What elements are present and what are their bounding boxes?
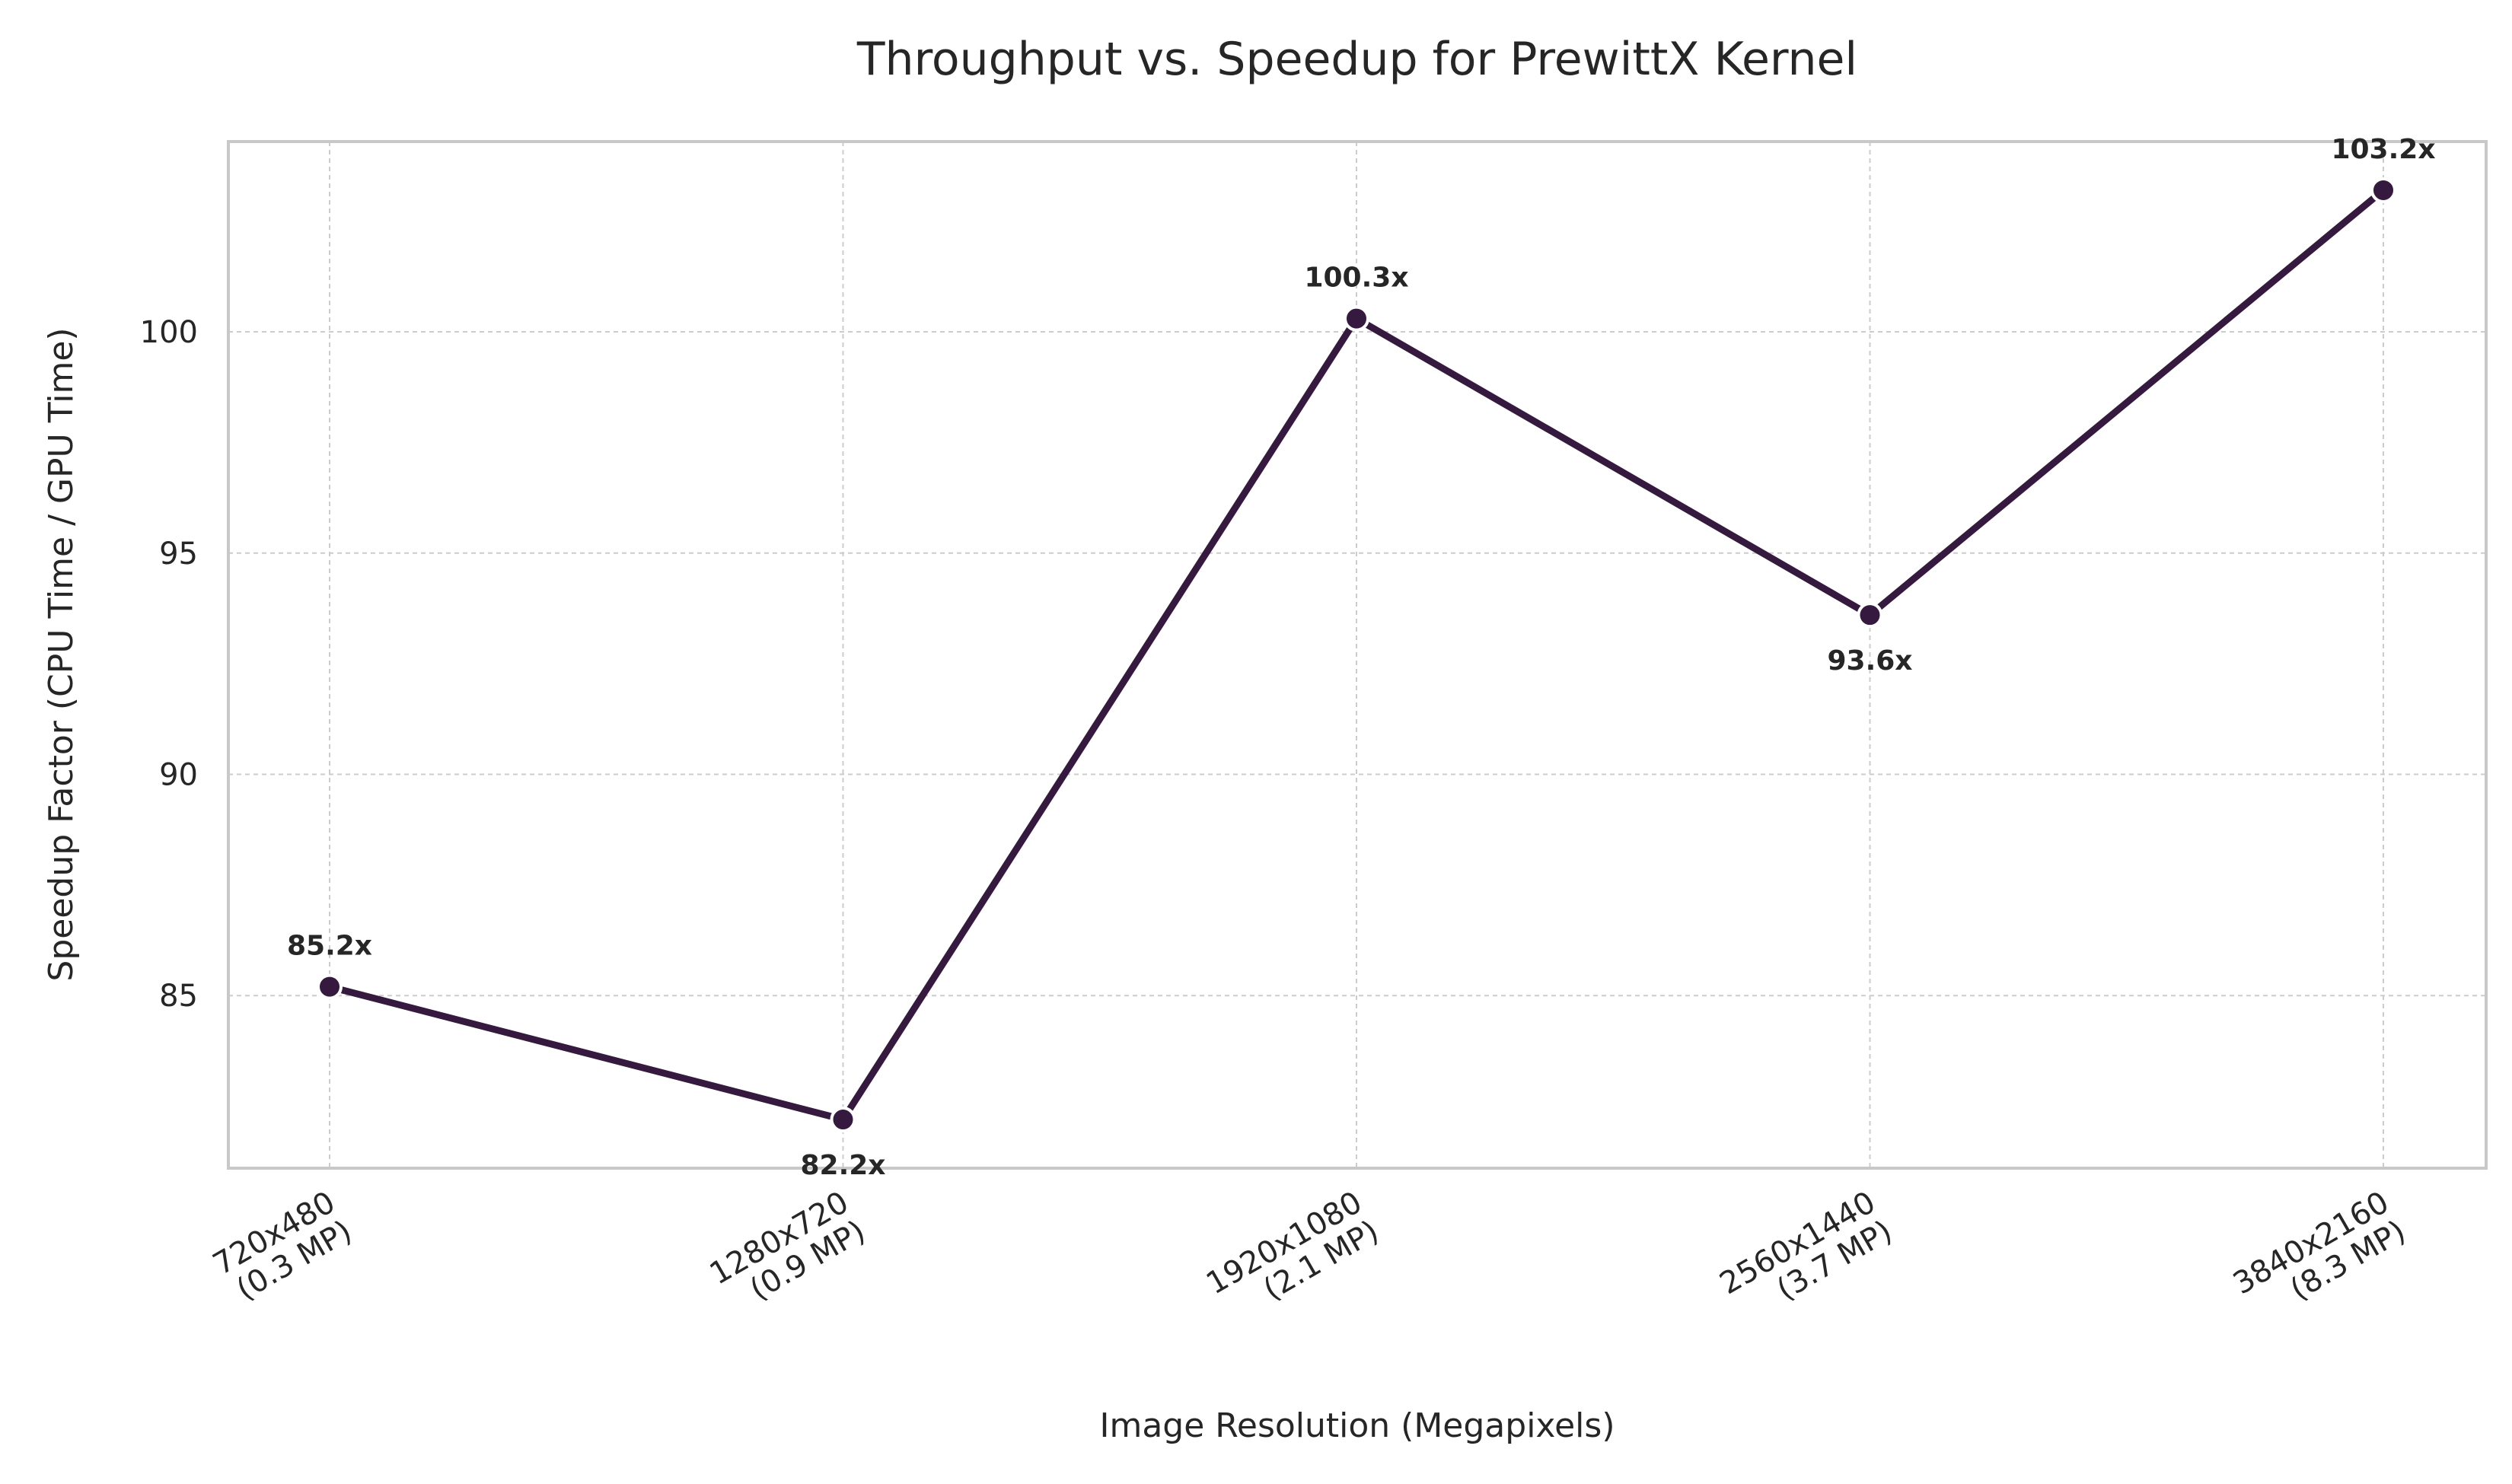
x-tick-label: 3840x2160(8.3 MP) — [2227, 1185, 2412, 1331]
data-label: 82.2x — [800, 1150, 885, 1181]
x-axis-label: Image Resolution (Megapixels) — [1100, 1406, 1615, 1445]
data-label: 93.6x — [1827, 645, 1912, 677]
y-axis-label: Speedup Factor (CPU Time / GPU Time) — [42, 327, 81, 981]
data-point — [2370, 177, 2396, 203]
data-point — [1344, 305, 1369, 332]
data-point — [1857, 602, 1883, 629]
x-tick-label: 720x480(0.3 MP) — [207, 1185, 358, 1311]
y-tick-label: 85 — [159, 979, 198, 1014]
x-tick-label: 1280x720(0.9 MP) — [704, 1185, 872, 1321]
y-tick-label: 100 — [140, 315, 198, 350]
y-tick-labels: 85 90 95 100 — [140, 315, 198, 1014]
x-tick-labels: 720x480(0.3 MP) 1280x720(0.9 MP) 1920x1080… — [207, 1185, 2412, 1331]
data-point — [317, 973, 343, 1000]
x-tick-label: 1920x1080(2.1 MP) — [1200, 1185, 1385, 1331]
grid — [228, 142, 2486, 1168]
plot-frame — [227, 140, 2488, 1170]
data-label: 103.2x — [2331, 134, 2435, 165]
y-tick-label: 95 — [159, 537, 198, 572]
x-tick-label: 2560x1440(3.7 MP) — [1714, 1185, 1898, 1331]
series-layer: 85.2x 82.2x 100.3x 93.6x 103.2x — [287, 134, 2436, 1181]
chart-title: Throughput vs. Speedup for PrewittX Kern… — [856, 33, 1857, 86]
y-tick-label: 90 — [159, 757, 198, 792]
data-label: 100.3x — [1304, 263, 1408, 294]
data-label: 85.2x — [287, 931, 372, 962]
data-point — [830, 1107, 856, 1133]
